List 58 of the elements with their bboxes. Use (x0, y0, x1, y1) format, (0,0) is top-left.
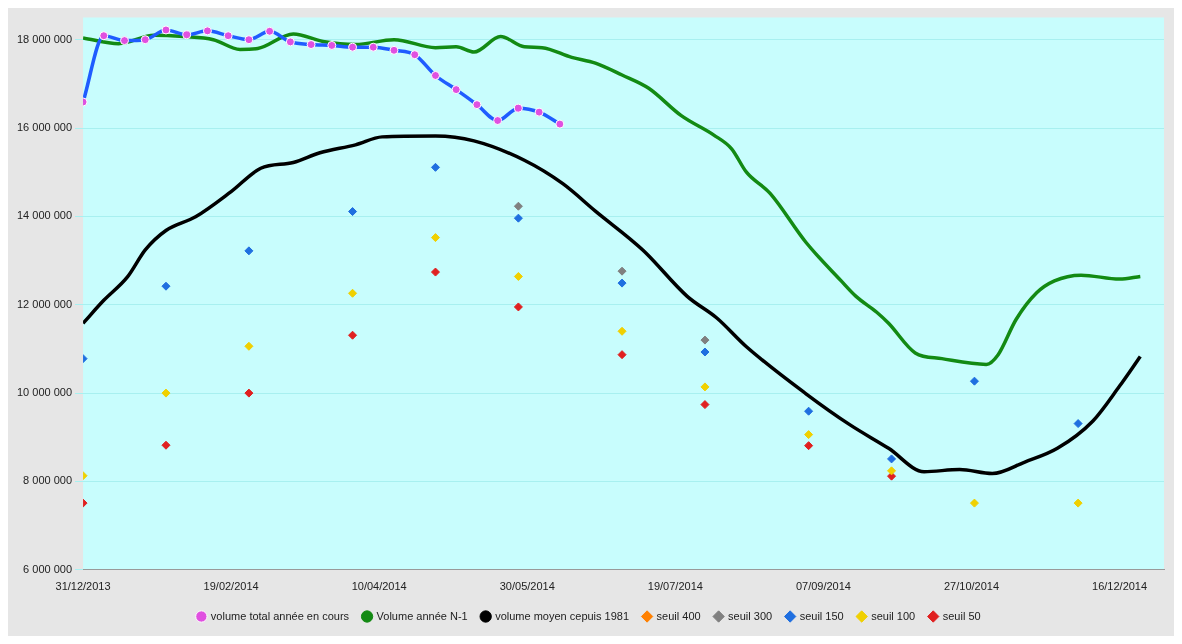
line-series (83, 134, 1143, 476)
point (1073, 498, 1083, 508)
point (617, 326, 627, 336)
y-tick-label: 14 000 000 (16, 209, 73, 222)
legend-label: seuil 50 (942, 609, 981, 622)
y-tick-label: 18 000 000 (16, 32, 73, 45)
y-tick-label: 10 000 000 (16, 386, 73, 399)
point (348, 330, 358, 340)
point (513, 271, 523, 281)
point (700, 382, 710, 392)
point (430, 162, 440, 172)
point (430, 267, 440, 277)
y-tick-label: 8 000 000 (23, 474, 73, 487)
point (513, 201, 523, 211)
x-tick-label: 10/04/2014 (351, 580, 407, 593)
x-tick-label: 19/02/2014 (203, 580, 259, 593)
point (161, 388, 171, 398)
point (700, 335, 710, 345)
legend-label: seuil 100 (871, 609, 916, 622)
point (161, 281, 171, 291)
x-tick-label: 07/09/2014 (795, 580, 851, 593)
point (887, 454, 897, 464)
x-tick-label: 16/12/2014 (1092, 580, 1148, 593)
legend-label: seuil 300 (728, 609, 773, 622)
point (348, 207, 358, 217)
point (617, 278, 627, 288)
point (617, 266, 627, 276)
point (430, 233, 440, 243)
point (804, 406, 814, 416)
point (804, 430, 814, 440)
point (700, 400, 710, 410)
legend-label: volume total année en cours (210, 609, 350, 622)
point (969, 376, 979, 386)
y-tick-label: 16 000 000 (16, 121, 73, 134)
point (700, 347, 710, 357)
point (1073, 419, 1083, 429)
point (617, 350, 627, 360)
point (969, 498, 979, 508)
line-series (83, 32, 1143, 367)
point (887, 466, 897, 476)
x-tick-label: 27/10/2014 (943, 580, 1000, 593)
x-tick-label: 30/05/2014 (499, 580, 555, 593)
x-tick-label: 19/07/2014 (647, 580, 703, 593)
point (348, 288, 358, 298)
legend-label: seuil 400 (656, 609, 701, 622)
y-tick-label: 6 000 000 (23, 562, 73, 575)
point (161, 440, 171, 450)
point (244, 341, 254, 351)
point (804, 441, 814, 451)
point (513, 302, 523, 312)
y-tick-label: 12 000 000 (16, 297, 73, 310)
legend-label: seuil 150 (799, 609, 844, 622)
point (244, 246, 254, 256)
legend-label: Volume année N-1 (376, 609, 468, 622)
point (244, 388, 254, 398)
x-tick-label: 31/12/2013 (55, 580, 111, 593)
legend-label: volume moyen cepuis 1981 (495, 609, 630, 622)
point (513, 213, 523, 223)
